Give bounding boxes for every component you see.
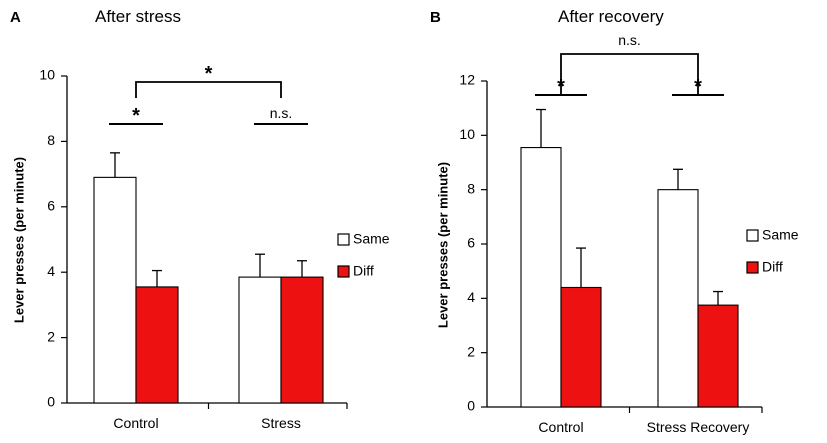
panel-b-legend-swatch-diff (746, 261, 759, 274)
panel-b-category-label-1: Stress Recovery (647, 419, 750, 435)
panel-b-y-tick-label: 10 (459, 126, 475, 142)
panel-b-legend-label-same: Same (762, 227, 799, 243)
panel-a-significance-label: n.s. (270, 105, 293, 121)
panel-a-legend-swatch-diff (337, 265, 350, 278)
panel-a-legend-label-same: Same (353, 231, 390, 247)
panel-b-bar-diff-0 (560, 286, 602, 408)
panel-a-bar-diff-1 (280, 276, 324, 404)
panel-a-comparison-label: * (205, 63, 213, 85)
panel-b-bar-same-1 (657, 189, 699, 408)
panel-a-y-tick-label: 0 (47, 394, 55, 410)
panel-a-y-axis-label: Lever presses (per minute) (11, 157, 26, 323)
panel-a-legend-label-diff: Diff (353, 263, 374, 279)
panel-b-y-tick-label: 8 (467, 180, 475, 196)
panel-b-bar-same-0 (520, 147, 562, 408)
panel-b-y-tick-label: 4 (467, 289, 475, 305)
panel-b: B After recovery Lever presses (per minu… (430, 7, 799, 435)
panel-b-bar-diff-1 (697, 304, 739, 408)
panel-a-bar-diff-0 (135, 286, 179, 404)
panel-b-y-tick-label: 0 (467, 398, 475, 414)
panel-a-y-tick-label: 4 (47, 263, 55, 279)
panel-b-y-tick-label: 2 (467, 343, 475, 359)
panel-b-legend-swatch-same (746, 229, 759, 242)
panel-a-category-label-1: Stress (261, 415, 301, 431)
panel-a-significance-label: * (132, 105, 140, 127)
panel-a-category-label-0: Control (113, 415, 158, 431)
panel-a-bar-same-1 (238, 276, 282, 404)
panel-a-comparison-bracket (135, 81, 282, 98)
panel-b-category-label-0: Control (538, 419, 583, 435)
panel-b-y-axis-label: Lever presses (per minute) (435, 162, 450, 328)
panel-a-y-tick-label: 10 (39, 67, 55, 83)
panel-a-title: After stress (95, 7, 181, 26)
panel-b-y-tick-label: 6 (467, 235, 475, 251)
panel-b-y-tick-label: 12 (459, 72, 475, 88)
panel-b-title: After recovery (558, 7, 664, 26)
panel-a-y-tick-label: 6 (47, 198, 55, 214)
panel-a-bar-same-0 (93, 176, 137, 404)
panel-b-comparison-label: n.s. (618, 32, 641, 48)
panel-a-y-tick-label: 2 (47, 328, 55, 344)
panel-b-comparison-bracket (560, 53, 699, 95)
panel-a-y-tick-label: 8 (47, 132, 55, 148)
panel-b-letter: B (430, 9, 441, 26)
panel-a: A After stress Lever presses (per minute… (10, 7, 390, 431)
panel-a-legend-swatch-same (337, 233, 350, 246)
panel-a-letter: A (10, 9, 21, 26)
panel-b-legend-label-diff: Diff (762, 259, 783, 275)
